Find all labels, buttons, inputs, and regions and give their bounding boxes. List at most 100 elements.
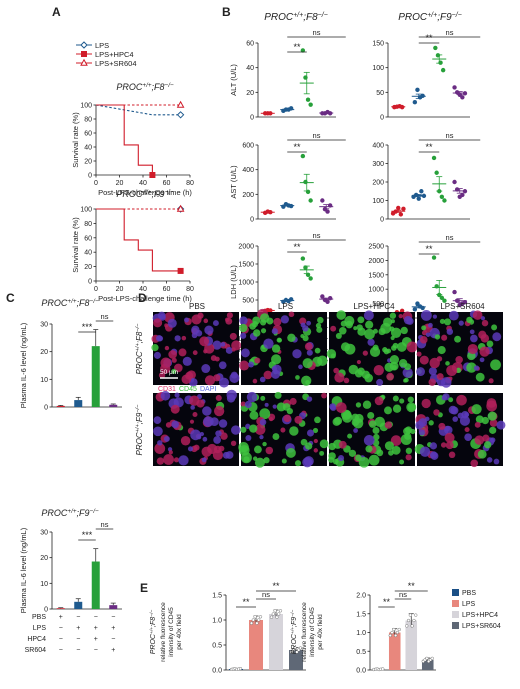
- y-axis-label: relative fluorescence: [301, 602, 308, 662]
- cell-blob: [225, 317, 233, 325]
- cell-blob: [231, 425, 241, 435]
- condition-sign: +: [76, 625, 80, 632]
- genotype-part: PROC: [116, 189, 143, 199]
- sig-label: **: [425, 33, 433, 43]
- data-point-SR604: [320, 198, 325, 203]
- y-tick-label: 20: [40, 349, 48, 356]
- cell-blob: [239, 323, 248, 333]
- survival-series-LPS+HPC4: [96, 104, 153, 175]
- cell-blob: [434, 334, 441, 340]
- cell-blob: [201, 457, 207, 463]
- genotype-part: +/+: [135, 423, 141, 432]
- cell-blob: [452, 416, 459, 422]
- y-tick-label: 60: [246, 41, 254, 48]
- y-axis-label: Plasma IL-6 level (ng/mL): [19, 322, 28, 408]
- genotype-part: PROC: [291, 633, 298, 654]
- cell-blob: [178, 348, 187, 357]
- cd45-point: [251, 618, 255, 622]
- cd45-bar-LPS+SR604: [421, 659, 434, 670]
- cell-blob: [201, 446, 212, 457]
- cell-blob: [153, 416, 162, 424]
- cell-blob: [391, 365, 397, 371]
- data-point-HPC4: [308, 198, 313, 203]
- sig-label: ns: [446, 28, 454, 37]
- microscopy-row-label: PROC+/+;F8−/−: [135, 323, 144, 375]
- data-point-HPC4: [300, 48, 306, 53]
- genotype-part: −/−: [90, 298, 99, 305]
- sig-label: **: [293, 42, 301, 52]
- data-point-SR604: [454, 298, 460, 303]
- y-tick-label: 1500: [368, 272, 384, 279]
- genotype-part: PROC: [150, 633, 157, 654]
- cell-blob: [420, 309, 432, 321]
- data-point-SR604: [327, 203, 333, 208]
- cell-blob: [274, 391, 282, 399]
- data-point-HPC4: [305, 272, 311, 277]
- cell-blob: [184, 317, 190, 323]
- cell-blob: [358, 456, 370, 468]
- cell-blob: [218, 361, 227, 370]
- cell-blob: [163, 454, 174, 465]
- cell-blob: [230, 440, 237, 446]
- cell-blob: [464, 427, 470, 433]
- microscopy-image: [238, 391, 329, 468]
- cell-blob: [404, 377, 409, 383]
- cell-blob: [212, 340, 222, 350]
- condition-sign: +: [111, 625, 115, 632]
- data-point-SR604: [325, 299, 330, 304]
- cell-blob: [448, 397, 454, 403]
- cell-blob: [239, 360, 250, 371]
- cell-blob: [313, 448, 318, 453]
- cd45-point: [253, 615, 257, 619]
- cell-blob: [239, 316, 248, 325]
- cell-blob: [254, 424, 266, 435]
- data-point-PBS: [398, 212, 404, 217]
- sig-label: **: [383, 597, 391, 607]
- cell-blob: [271, 344, 281, 353]
- cell-blob: [461, 410, 469, 419]
- y-tick-label: 0.0: [356, 668, 366, 675]
- cell-blob: [364, 328, 375, 340]
- y-tick-label: 300: [372, 161, 384, 168]
- cell-blob: [215, 394, 222, 402]
- sig-label: **: [408, 581, 416, 591]
- genotype-part: +/+: [135, 342, 141, 351]
- sig-label: ns: [262, 590, 270, 599]
- panel-letter-A: A: [52, 5, 61, 19]
- cd45-point: [381, 667, 385, 671]
- cell-blob: [363, 310, 374, 321]
- cell-blob: [400, 326, 408, 335]
- cell-blob: [491, 324, 498, 331]
- cell-blob: [347, 433, 353, 439]
- cell-blob: [374, 396, 384, 406]
- y-tick-label: 40: [84, 250, 92, 257]
- genotype-part: −/−: [165, 189, 174, 196]
- y-tick-label: 0: [250, 115, 254, 122]
- cell-blob: [475, 372, 485, 382]
- cell-blob: [213, 405, 225, 417]
- cell-blob: [317, 355, 328, 366]
- cell-blob: [433, 409, 440, 416]
- cell-blob: [244, 400, 252, 408]
- cd45-point: [257, 618, 261, 622]
- cell-blob: [203, 349, 208, 354]
- y-tick-label: 1.5: [212, 593, 222, 600]
- survival-end-marker: [176, 111, 185, 119]
- stain-cd45: CD45: [179, 386, 197, 393]
- cell-blob: [404, 363, 412, 371]
- cell-blob: [218, 419, 228, 428]
- cell-blob: [196, 399, 205, 408]
- cell-blob: [298, 364, 303, 370]
- cell-blob: [496, 420, 506, 430]
- cell-blob: [342, 410, 352, 419]
- cd45-point: [392, 627, 396, 632]
- genotype-part: +/+: [427, 12, 437, 19]
- cell-blob: [443, 318, 452, 326]
- cell-blob: [302, 335, 309, 342]
- y-tick-label: 20: [84, 264, 92, 271]
- data-point-HPC4: [439, 295, 445, 301]
- cd45-point: [390, 630, 394, 635]
- cell-blob: [438, 422, 446, 430]
- cell-blob: [209, 417, 219, 427]
- data-point-HPC4: [438, 60, 443, 65]
